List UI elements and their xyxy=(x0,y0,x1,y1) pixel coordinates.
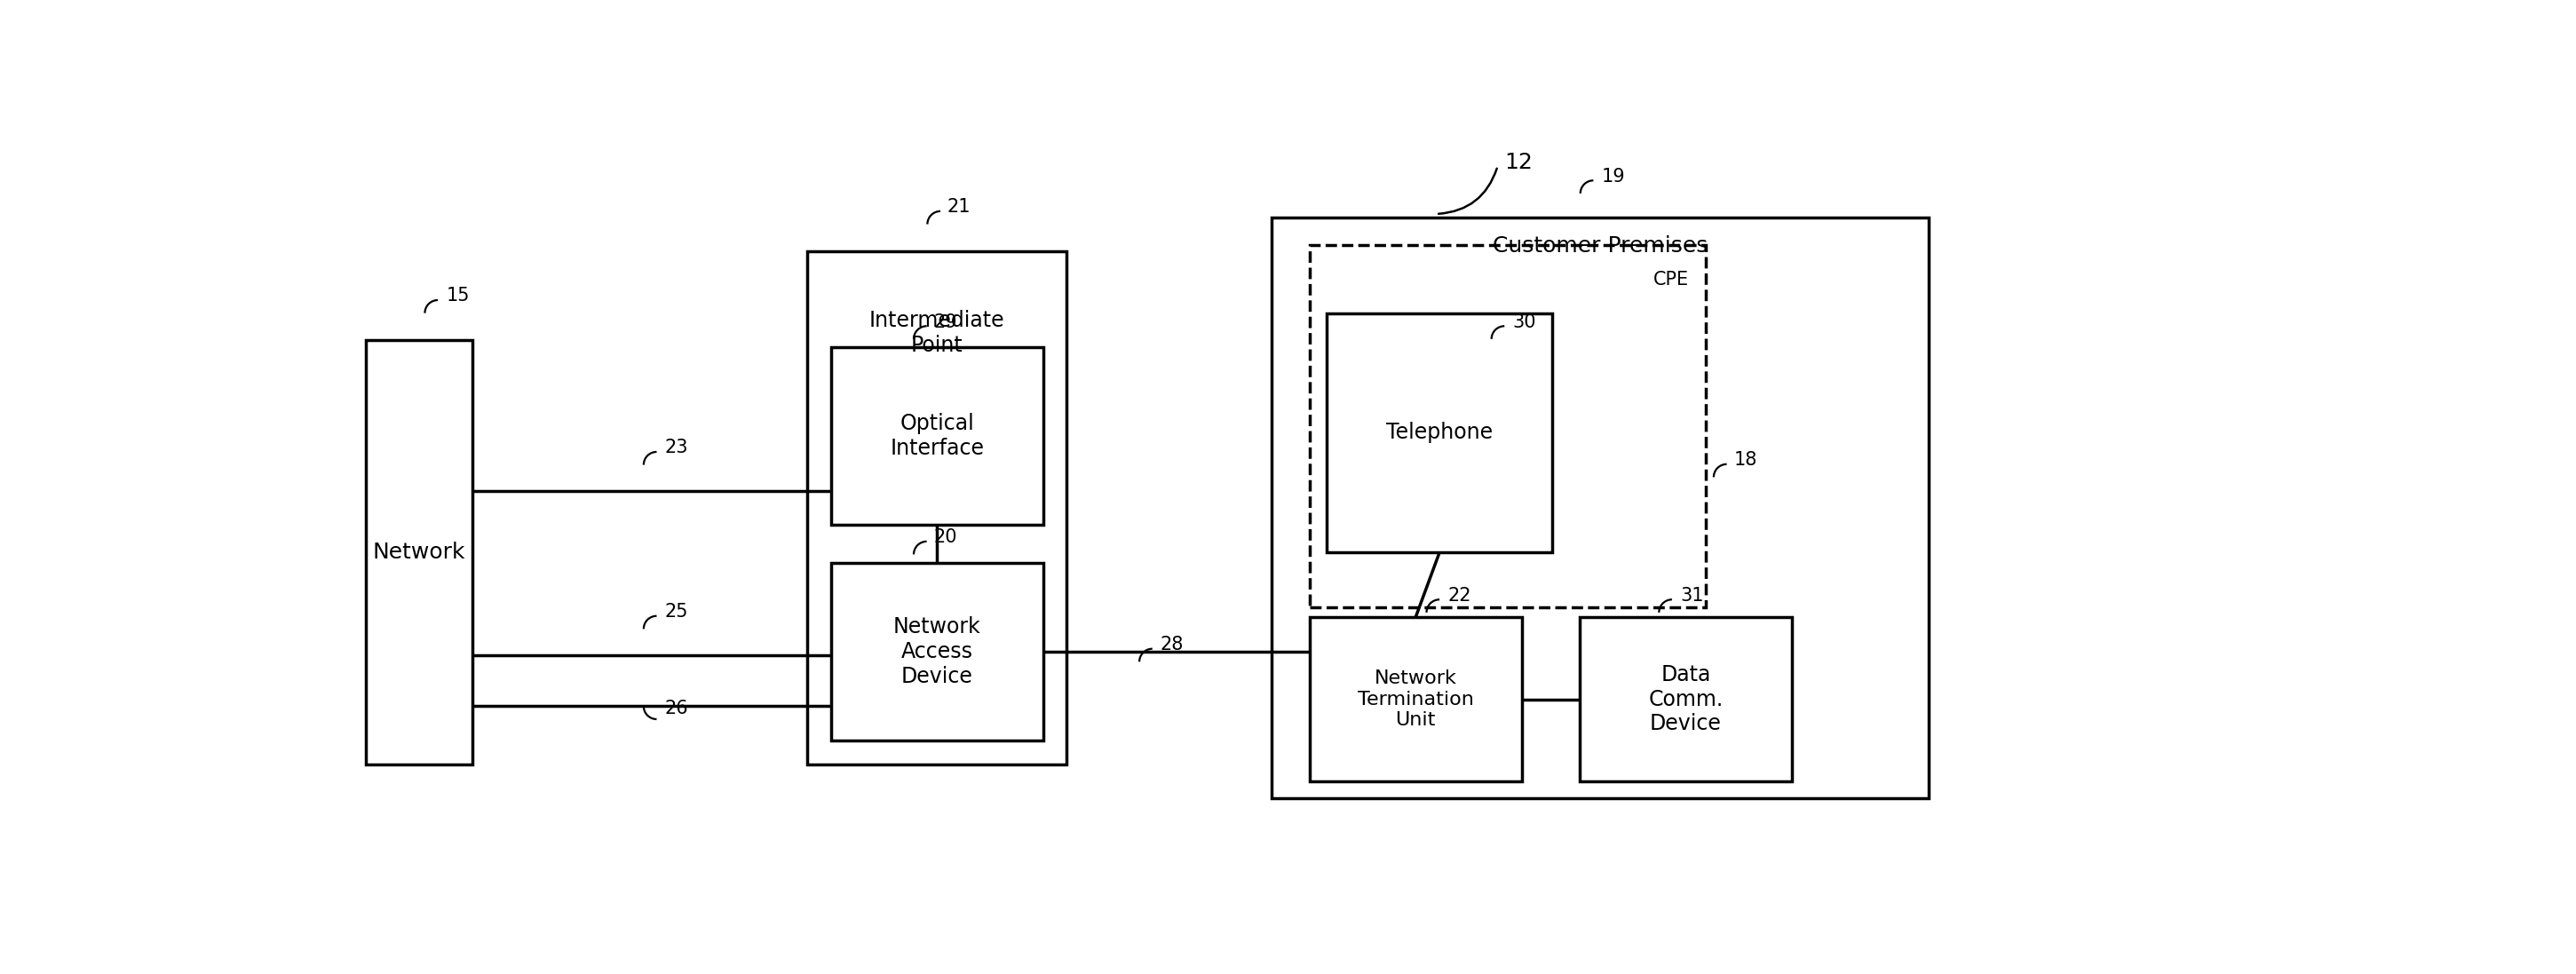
Text: 31: 31 xyxy=(1680,586,1703,604)
Bar xyxy=(1309,244,1705,607)
Bar xyxy=(832,563,1043,740)
Text: Network
Access
Device: Network Access Device xyxy=(894,617,981,687)
Text: 19: 19 xyxy=(1602,168,1625,185)
Bar xyxy=(1273,217,1929,799)
Text: 15: 15 xyxy=(446,287,469,305)
Text: 23: 23 xyxy=(665,439,688,457)
Text: Optical
Interface: Optical Interface xyxy=(889,413,984,459)
Bar xyxy=(1327,313,1553,552)
Text: 18: 18 xyxy=(1734,451,1757,468)
Text: Data
Comm.
Device: Data Comm. Device xyxy=(1649,664,1723,734)
Text: 26: 26 xyxy=(665,700,688,718)
Bar xyxy=(1309,618,1522,781)
Text: Intermediate
Point: Intermediate Point xyxy=(868,310,1005,356)
Bar xyxy=(366,341,471,765)
Text: 20: 20 xyxy=(933,529,958,546)
Bar xyxy=(1579,618,1793,781)
Text: Customer Premises: Customer Premises xyxy=(1492,236,1708,257)
Text: 21: 21 xyxy=(948,199,971,216)
Text: 22: 22 xyxy=(1448,586,1471,604)
Text: Network: Network xyxy=(374,542,466,563)
Text: Network
Termination
Unit: Network Termination Unit xyxy=(1358,670,1473,729)
Text: CPE: CPE xyxy=(1654,271,1690,288)
Bar xyxy=(832,348,1043,525)
Bar xyxy=(806,251,1066,765)
Text: 30: 30 xyxy=(1512,313,1535,331)
Text: 25: 25 xyxy=(665,603,688,620)
Text: 28: 28 xyxy=(1162,636,1185,654)
Text: 29: 29 xyxy=(933,313,958,331)
Text: Telephone: Telephone xyxy=(1386,422,1494,443)
Text: 12: 12 xyxy=(1504,152,1533,173)
